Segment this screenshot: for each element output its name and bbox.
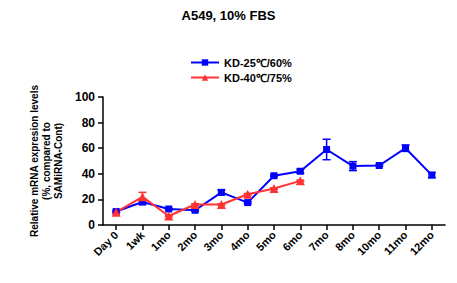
svg-text:0: 0 xyxy=(88,218,95,232)
svg-text:KD-40℃/75%: KD-40℃/75% xyxy=(224,72,292,84)
svg-text:2mo: 2mo xyxy=(175,229,200,254)
svg-text:3mo: 3mo xyxy=(201,229,226,254)
svg-text:4mo: 4mo xyxy=(227,229,252,254)
svg-text:KD-25℃/60%: KD-25℃/60% xyxy=(224,57,292,69)
svg-text:Day 0: Day 0 xyxy=(91,229,120,258)
svg-text:40: 40 xyxy=(82,167,96,181)
svg-text:1mo: 1mo xyxy=(149,229,174,254)
svg-text:10mo: 10mo xyxy=(355,229,384,258)
svg-text:12mo: 12mo xyxy=(407,229,436,258)
svg-text:60: 60 xyxy=(82,141,96,155)
svg-text:8mo: 8mo xyxy=(333,229,358,254)
svg-text:A549, 10% FBS: A549, 10% FBS xyxy=(182,8,276,23)
svg-text:100: 100 xyxy=(75,90,95,104)
svg-text:80: 80 xyxy=(82,116,96,130)
svg-text:1wk: 1wk xyxy=(124,228,148,252)
svg-text:7mo: 7mo xyxy=(306,229,331,254)
svg-text:Relative mRNA expresion levels: Relative mRNA expresion levels xyxy=(29,85,40,237)
svg-text:5mo: 5mo xyxy=(254,229,279,254)
svg-text:SAMiRNA-Cont): SAMiRNA-Cont) xyxy=(53,123,64,199)
svg-text:11mo: 11mo xyxy=(381,229,410,258)
svg-text:6mo: 6mo xyxy=(280,229,305,254)
svg-text:20: 20 xyxy=(82,192,96,206)
svg-text:(%, compared to: (%, compared to xyxy=(41,122,52,200)
